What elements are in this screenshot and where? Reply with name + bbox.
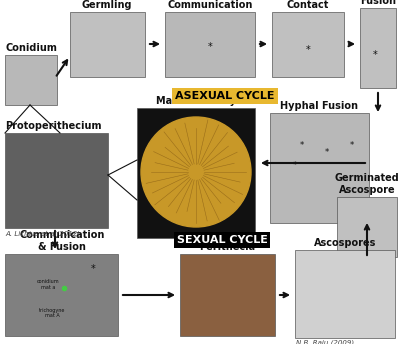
Bar (180, 254, 275, 336)
Text: Communication
& Fusion: Communication & Fusion (19, 230, 105, 252)
Text: Fusion: Fusion (360, 0, 396, 6)
Text: trichogyne
mat A: trichogyne mat A (39, 308, 66, 319)
Bar (5, 133, 108, 228)
Bar (295, 250, 395, 338)
Text: *: * (208, 42, 212, 52)
Bar (5, 55, 57, 105)
Circle shape (141, 117, 251, 227)
Bar (360, 8, 396, 88)
Text: *: * (300, 141, 304, 150)
Text: *: * (306, 45, 310, 55)
Text: *: * (325, 148, 329, 157)
Text: Communication: Communication (167, 0, 253, 10)
Text: A. Lichius et al(2012): A. Lichius et al(2012) (5, 230, 80, 237)
Text: Germling: Germling (82, 0, 132, 10)
Text: ASEXUAL CYCLE: ASEXUAL CYCLE (175, 91, 275, 101)
Text: Conidium: Conidium (5, 43, 57, 53)
Text: Protoperithecium: Protoperithecium (5, 121, 102, 131)
Bar (337, 197, 397, 257)
Text: conidium
mat a: conidium mat a (37, 279, 59, 290)
Bar (70, 12, 145, 77)
Bar (272, 12, 344, 77)
Text: *: * (293, 161, 297, 170)
Text: Ascospores: Ascospores (314, 238, 376, 248)
Text: Perithecia: Perithecia (199, 242, 255, 252)
Text: N.B. Raju (2009): N.B. Raju (2009) (296, 340, 354, 344)
Bar (137, 108, 255, 238)
Text: SEXUAL CYCLE: SEXUAL CYCLE (176, 235, 268, 245)
Text: Mature Colony: Mature Colony (156, 96, 236, 106)
Text: *: * (91, 264, 96, 274)
Text: Germinated
Ascospore: Germinated Ascospore (335, 173, 399, 195)
Text: Hyphal Fusion: Hyphal Fusion (280, 101, 358, 111)
Bar (5, 254, 118, 336)
Bar (165, 12, 255, 77)
Text: *: * (350, 141, 354, 150)
Text: *: * (373, 50, 377, 60)
Bar (270, 113, 369, 223)
Text: Contact: Contact (287, 0, 329, 10)
